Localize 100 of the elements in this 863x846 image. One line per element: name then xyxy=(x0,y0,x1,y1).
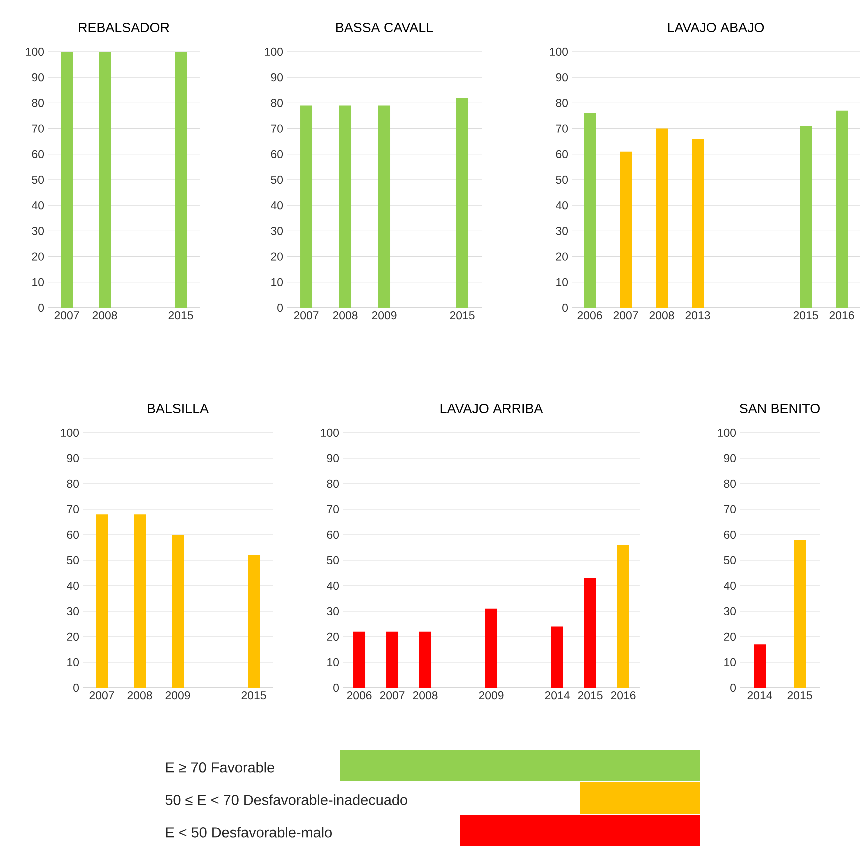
y-tick-label: 10 xyxy=(328,658,340,667)
x-tick-label: 2016 xyxy=(611,692,636,700)
y-tick-label: 10 xyxy=(68,658,80,667)
y-tick-label: 50 xyxy=(271,176,284,184)
bar xyxy=(618,545,630,688)
y-tick-label: 40 xyxy=(67,582,80,590)
chart-title: BALSILLA xyxy=(148,404,210,414)
y-tick-label: 50 xyxy=(556,176,568,184)
category-label: 50 ≤ E < 70 Desfavorable-inadecuado xyxy=(166,794,408,806)
y-tick-label: 60 xyxy=(327,530,340,540)
y-tick-label: 50 xyxy=(32,176,44,184)
y-tick-label: 10 xyxy=(32,278,44,286)
y-tick-label: 0 xyxy=(562,304,568,312)
chart-title: SAN BENITO xyxy=(740,404,820,414)
y-tick-label: 90 xyxy=(32,74,44,82)
x-tick-label: 2006 xyxy=(578,312,602,320)
bar xyxy=(96,514,108,688)
bar xyxy=(800,126,812,308)
y-tick-label: 80 xyxy=(271,99,284,108)
y-tick-label: 30 xyxy=(556,227,568,236)
x-tick-label: 2007 xyxy=(54,312,80,320)
x-tick-label: 2009 xyxy=(479,692,504,700)
y-tick-label: 100 xyxy=(265,48,284,56)
y-tick-label: 70 xyxy=(556,124,568,133)
x-tick-label: 2016 xyxy=(830,312,854,320)
y-tick-label: 100 xyxy=(26,48,44,56)
y-tick-label: 60 xyxy=(271,150,284,158)
y-tick-label: 0 xyxy=(730,684,736,692)
x-tick-label: 2007 xyxy=(380,692,405,700)
y-tick-label: 30 xyxy=(32,227,44,236)
y-tick-label: 90 xyxy=(724,454,736,463)
y-tick-label: 40 xyxy=(32,202,44,210)
y-tick-label: 20 xyxy=(327,632,340,642)
bar xyxy=(134,514,146,688)
y-tick-label: 10 xyxy=(272,278,284,286)
y-tick-label: 20 xyxy=(32,252,44,261)
bar xyxy=(584,578,596,688)
x-tick-label: 2008 xyxy=(333,312,358,320)
bar xyxy=(552,626,564,688)
x-tick-label: 2015 xyxy=(242,692,266,700)
y-tick-label: 90 xyxy=(271,74,284,82)
y-tick-label: 60 xyxy=(556,150,568,158)
y-tick-label: 0 xyxy=(334,684,340,692)
chart-title: REBALSADOR xyxy=(79,22,170,32)
y-tick-label: 80 xyxy=(32,99,44,108)
y-tick-label: 10 xyxy=(724,658,736,667)
x-tick-label: 2015 xyxy=(450,312,475,320)
y-tick-label: 50 xyxy=(724,556,736,565)
y-tick-label: 20 xyxy=(271,252,284,261)
bar xyxy=(486,608,498,688)
y-tick-label: 60 xyxy=(724,530,736,540)
x-tick-label: 2008 xyxy=(650,312,674,320)
y-tick-label: 20 xyxy=(67,632,80,642)
x-tick-label: 2006 xyxy=(347,692,372,700)
bar xyxy=(656,128,668,308)
y-tick-label: 70 xyxy=(32,124,44,133)
bar xyxy=(620,152,632,308)
bar xyxy=(584,113,596,308)
y-tick-label: 60 xyxy=(32,150,44,158)
x-tick-label: 2015 xyxy=(788,692,812,700)
x-tick-label: 2014 xyxy=(545,692,570,700)
y-tick-label: 70 xyxy=(67,505,80,514)
y-tick-label: 80 xyxy=(724,480,736,488)
bar xyxy=(692,139,704,308)
x-tick-label: 2008 xyxy=(413,692,438,700)
x-tick-label: 2015 xyxy=(794,312,818,320)
chart-title: LAVAJO ABAJO xyxy=(668,22,764,32)
x-tick-label: 2007 xyxy=(90,692,114,700)
chart-title: BASSA CAVALL xyxy=(336,22,434,32)
x-tick-label: 2015 xyxy=(168,312,194,320)
bar xyxy=(248,555,260,688)
x-tick-label: 2013 xyxy=(686,312,710,320)
x-tick-label: 2015 xyxy=(578,692,603,700)
y-tick-label: 40 xyxy=(556,202,568,210)
y-tick-label: 100 xyxy=(321,428,340,438)
y-tick-label: 0 xyxy=(74,684,80,692)
bar xyxy=(836,110,848,308)
y-tick-label: 70 xyxy=(724,505,736,514)
y-tick-label: 0 xyxy=(38,304,44,312)
y-tick-label: 90 xyxy=(327,454,340,463)
y-tick-label: 80 xyxy=(327,480,340,488)
y-tick-label: 90 xyxy=(67,454,80,463)
y-tick-label: 80 xyxy=(556,99,568,108)
bar xyxy=(172,534,184,688)
y-tick-label: 50 xyxy=(67,556,80,565)
chart-title: LAVAJO ARRIBA xyxy=(440,404,544,414)
x-tick-label: 2009 xyxy=(166,692,190,700)
y-tick-label: 50 xyxy=(327,556,340,565)
y-tick-label: 10 xyxy=(556,278,568,286)
y-tick-label: 100 xyxy=(61,428,80,438)
x-tick-label: 2008 xyxy=(92,312,118,320)
y-tick-label: 40 xyxy=(271,202,284,210)
x-tick-label: 2009 xyxy=(372,312,397,320)
y-tick-label: 30 xyxy=(271,227,284,236)
y-tick-label: 40 xyxy=(724,582,736,590)
x-tick-label: 2014 xyxy=(748,692,772,700)
y-tick-label: 40 xyxy=(327,582,340,590)
y-tick-label: 100 xyxy=(718,428,736,438)
y-tick-label: 100 xyxy=(550,48,568,56)
bar xyxy=(386,632,399,688)
